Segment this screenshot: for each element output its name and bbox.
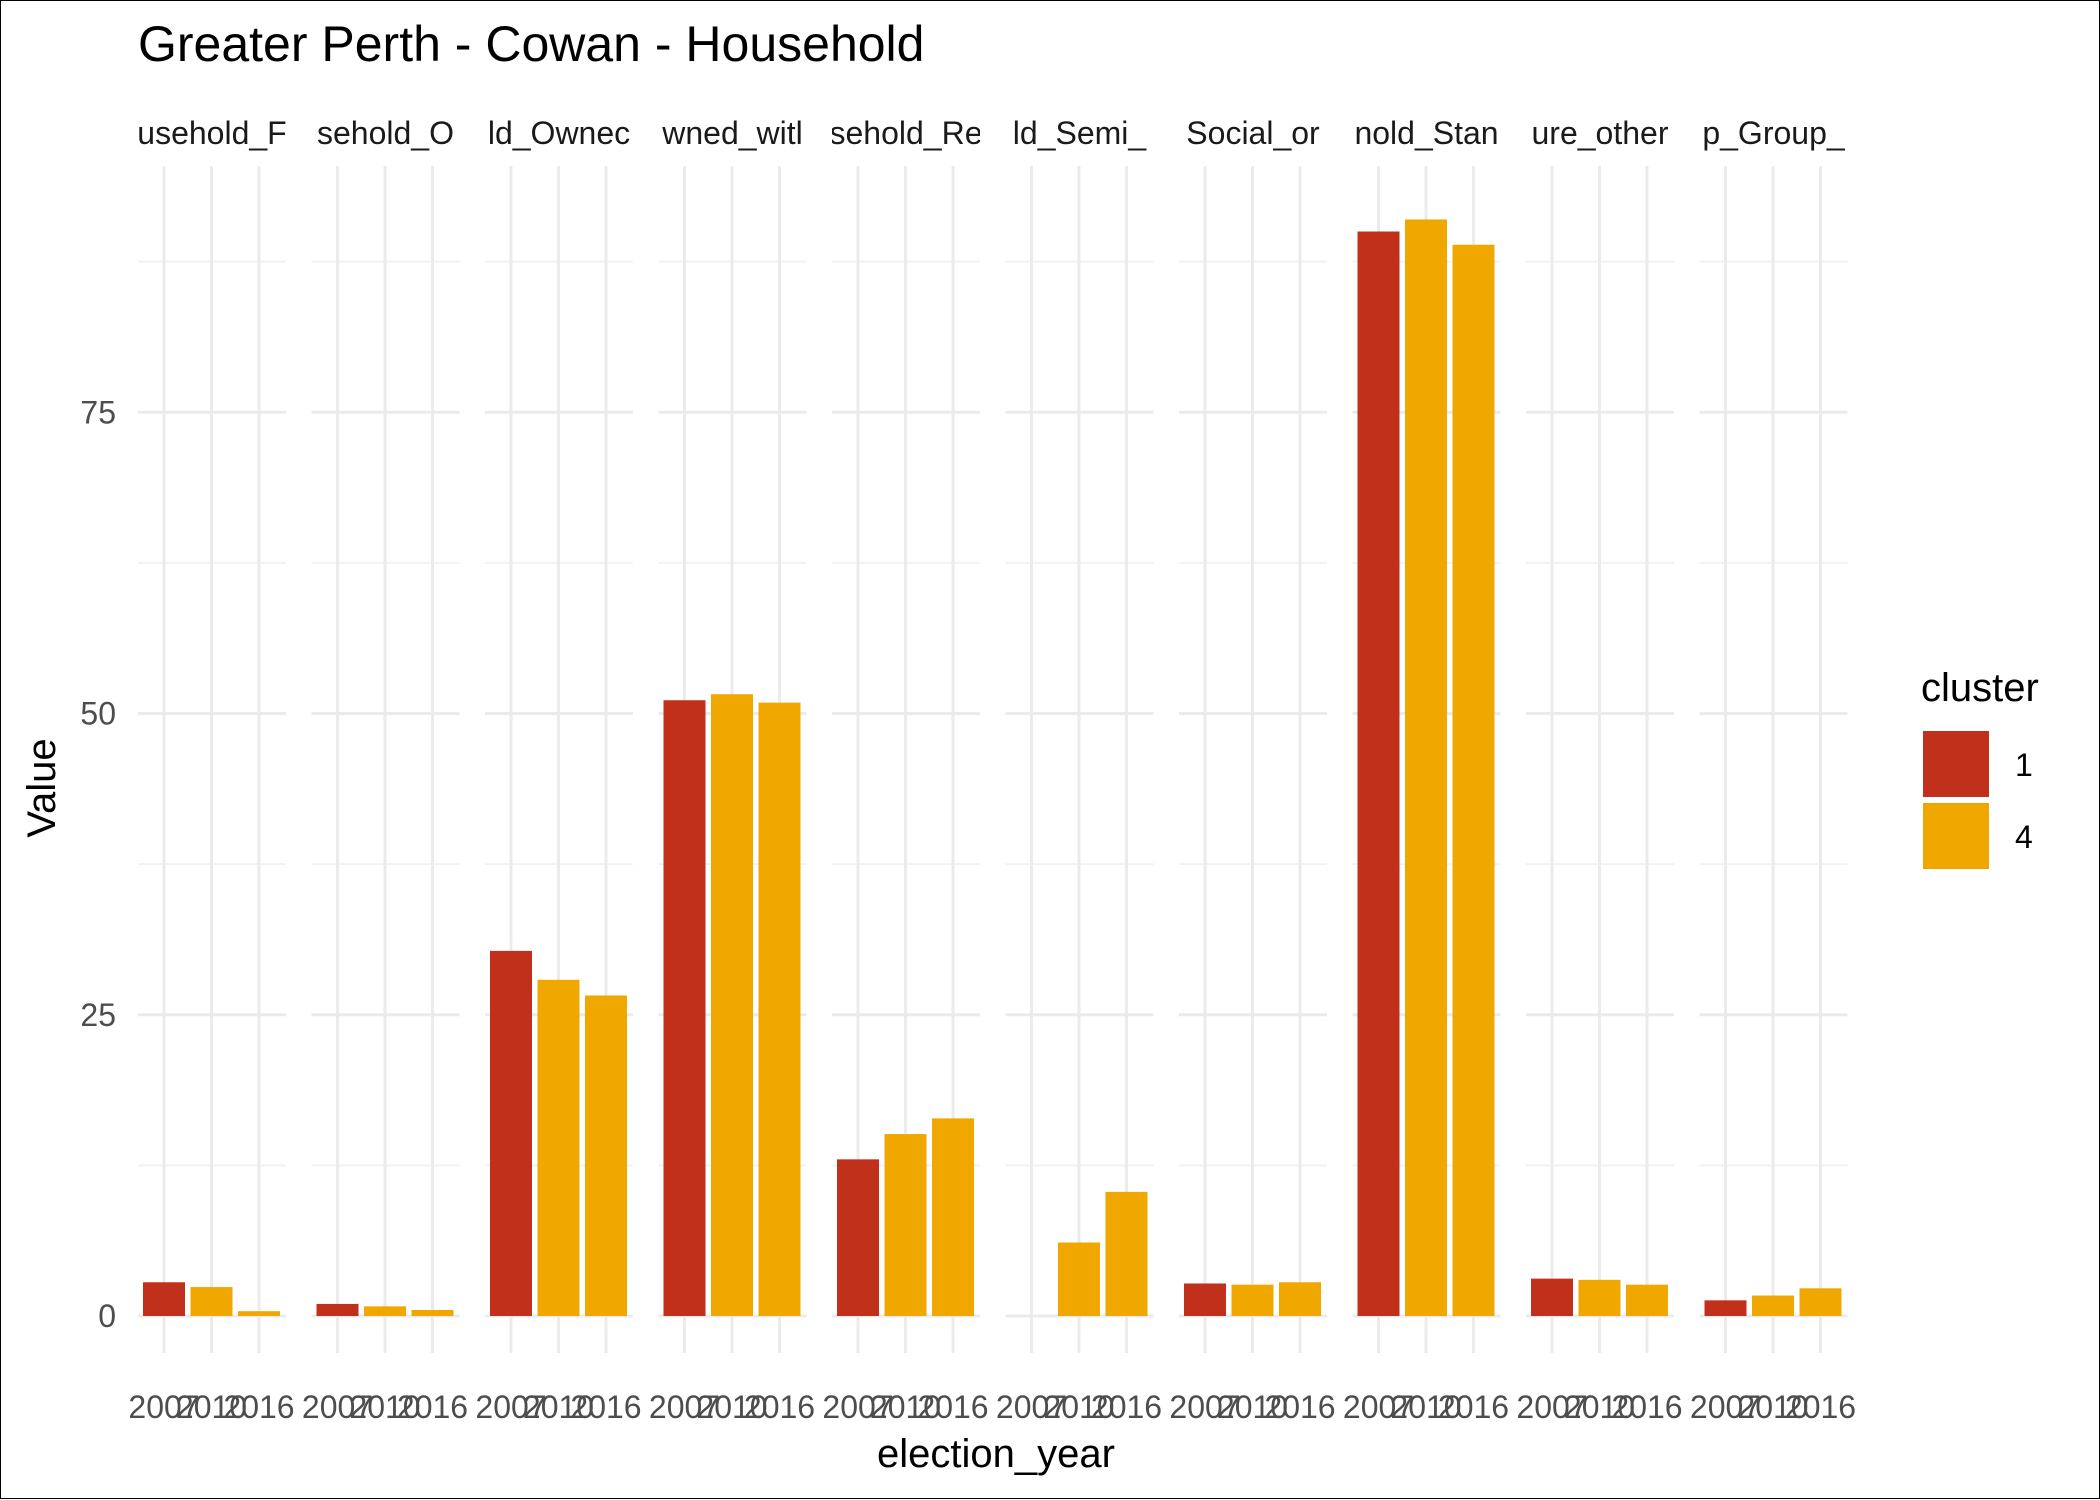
facet-strip-label: wned_witl: [661, 115, 803, 151]
bar: [490, 950, 532, 1316]
bar: [1452, 244, 1495, 1316]
bar: [1279, 1282, 1321, 1316]
x-tick-label: 2007: [822, 1389, 893, 1425]
bar: [932, 1118, 974, 1316]
legend-label: 4: [2015, 819, 2033, 855]
y-tick-label: 0: [98, 1298, 116, 1334]
facet-strip-label: nold_Stan: [1354, 115, 1498, 151]
y-axis-title: Value: [20, 738, 64, 837]
y-tick-label: 25: [80, 997, 116, 1033]
bar: [1231, 1284, 1274, 1316]
bar: [143, 1282, 185, 1316]
bar: [537, 979, 580, 1316]
bar: [758, 702, 801, 1316]
bar: [1184, 1283, 1226, 1316]
bar: [1357, 231, 1400, 1316]
y-tick-label: 75: [80, 394, 116, 430]
bar: [1105, 1191, 1148, 1316]
bar: [316, 1303, 359, 1316]
chart-title: Greater Perth - Cowan - Household: [138, 16, 924, 72]
facet-strip-label: ld_Ownec: [488, 115, 630, 151]
bar: [837, 1159, 879, 1316]
x-tick-label: 2007: [1343, 1389, 1414, 1425]
x-tick-label: 2007: [649, 1389, 720, 1425]
facet-strip-label: Social_or: [1186, 115, 1320, 151]
grid-layer: [138, 166, 1848, 1353]
x-tick-label: 2016: [570, 1389, 641, 1425]
x-tick-label: 2010: [349, 1389, 420, 1425]
bar: [190, 1287, 233, 1316]
facet-strip-label: sehold_O: [317, 115, 454, 151]
bar: [711, 694, 753, 1316]
x-tick-label: 2016: [397, 1389, 468, 1425]
bar: [238, 1311, 280, 1316]
legend: cluster 14: [1921, 666, 2039, 869]
legend-entries: 14: [1923, 731, 2033, 869]
bar: [1704, 1300, 1747, 1316]
x-tick-label: 2016: [917, 1389, 988, 1425]
facet-strip-label: ure_other: [1532, 115, 1669, 151]
y-tick-label: 50: [80, 696, 116, 732]
y-axis: 0 25 50 75: [80, 394, 116, 1334]
facet-strip-label: p_Group_: [1702, 115, 1846, 151]
bar: [364, 1306, 406, 1316]
bar: [1799, 1288, 1842, 1316]
legend-key: [1923, 731, 1989, 797]
x-tick-label: 2010: [1564, 1389, 1635, 1425]
x-tick-label: 2007: [128, 1389, 199, 1425]
x-tick-label: 2007: [996, 1389, 1067, 1425]
x-tick-label: 2016: [1264, 1389, 1335, 1425]
x-tick-label: 2007: [1690, 1389, 1761, 1425]
x-tick-label: 2010: [870, 1389, 941, 1425]
bar: [411, 1309, 454, 1316]
bar: [1626, 1284, 1668, 1316]
bar: [884, 1134, 927, 1316]
x-tick-label: 2016: [1785, 1389, 1856, 1425]
facet-strip-label: ld_Semi_: [1013, 115, 1148, 151]
x-tick-label: 2010: [1043, 1389, 1114, 1425]
x-tick-label: 2016: [1091, 1389, 1162, 1425]
x-tick-label: 2010: [523, 1389, 594, 1425]
x-tick-label: 2016: [1438, 1389, 1509, 1425]
x-tick-label: 2010: [176, 1389, 247, 1425]
x-axis-title: election_year: [877, 1432, 1115, 1476]
bar: [1058, 1242, 1100, 1316]
legend-key: [1923, 803, 1989, 869]
strip-labels: usehold_F sehold_O ld_Ownec wned_witl sehold…: [137, 115, 1846, 151]
x-tick-label: 2016: [223, 1389, 294, 1425]
bar: [1531, 1278, 1573, 1316]
facet-strip-label: usehold_F: [137, 115, 286, 151]
x-tick-label: 2007: [1516, 1389, 1587, 1425]
x-tick-label: 2010: [1217, 1389, 1288, 1425]
x-tick-label: 2010: [1390, 1389, 1461, 1425]
legend-title: cluster: [1921, 666, 2039, 710]
bar: [585, 995, 627, 1316]
facet-strip-label: sehold_Re: [830, 115, 983, 151]
bar: [1578, 1279, 1621, 1316]
x-tick-label: 2010: [696, 1389, 767, 1425]
x-tick-label: 2007: [1169, 1389, 1240, 1425]
bar: [1752, 1295, 1794, 1316]
x-tick-label: 2016: [744, 1389, 815, 1425]
bar: [663, 700, 706, 1316]
x-tick-label: 2016: [1611, 1389, 1682, 1425]
bar: [1405, 219, 1447, 1317]
x-tick-label: 2010: [1737, 1389, 1808, 1425]
bar-layer: [143, 219, 1842, 1317]
x-tick-label: 2007: [302, 1389, 373, 1425]
x-tick-label: 2007: [475, 1389, 546, 1425]
legend-label: 1: [2015, 747, 2033, 783]
